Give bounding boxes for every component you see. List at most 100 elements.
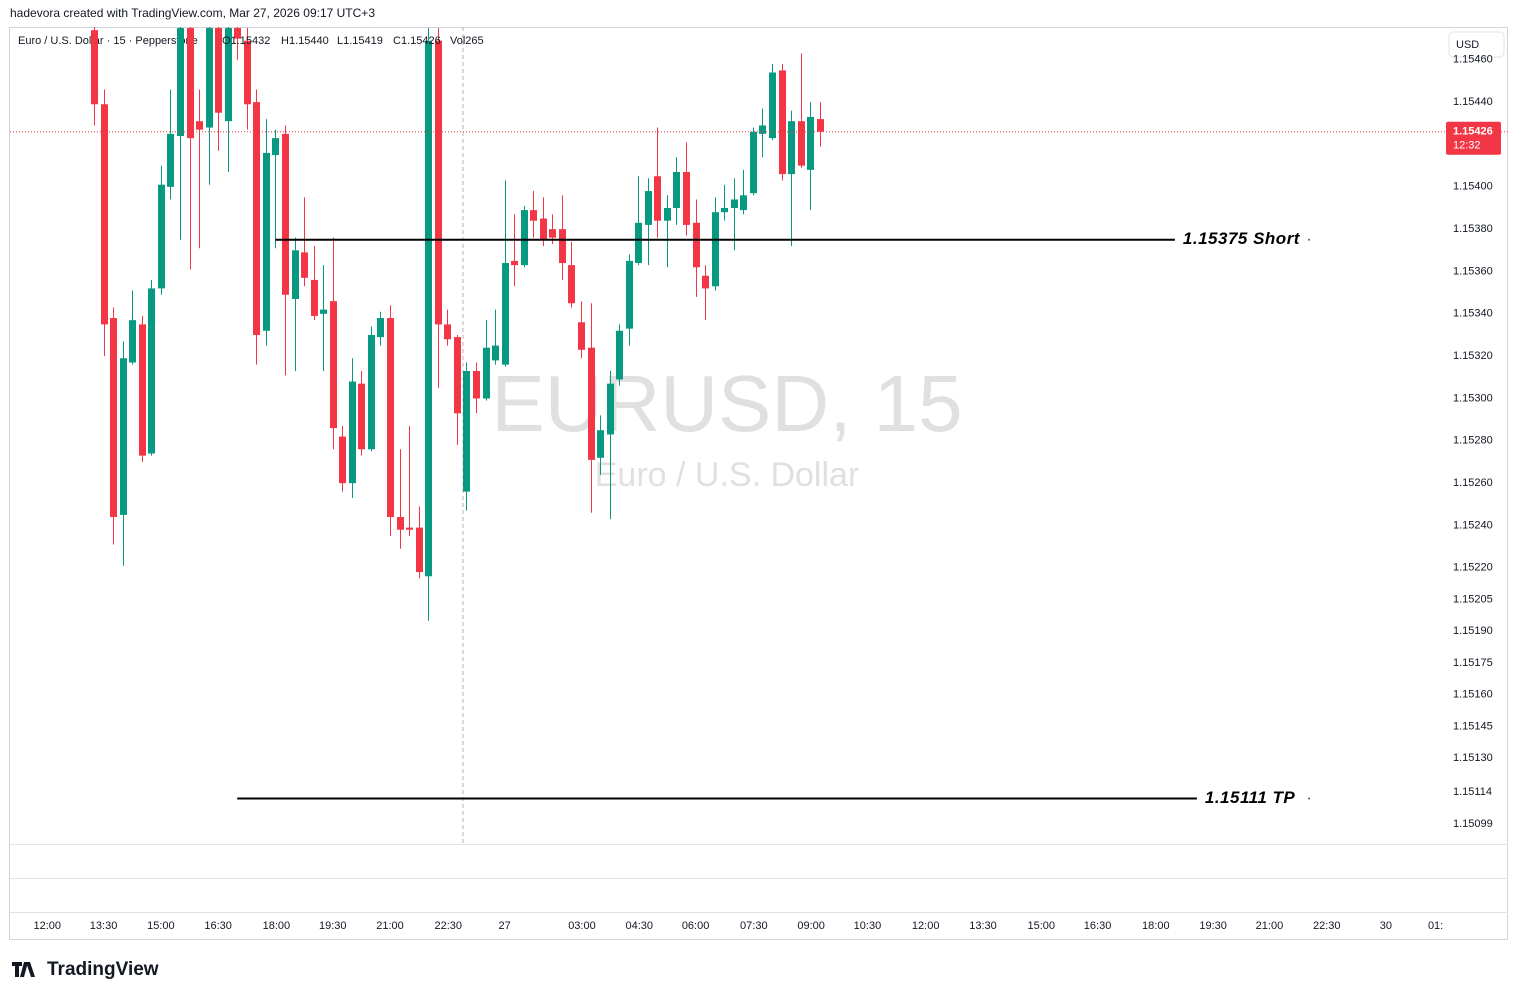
currency-button[interactable]	[1448, 31, 1505, 58]
y-tick-label: 1.15320	[1453, 350, 1493, 362]
candle-body	[702, 275, 709, 289]
x-tick-label: 15:00	[147, 920, 175, 932]
candle-body	[387, 318, 394, 518]
candle-body	[406, 527, 413, 530]
candle-body	[740, 195, 747, 211]
ohlc-value: 1.15432	[231, 35, 271, 47]
logo-text: TradingView	[47, 959, 159, 980]
candle-body	[731, 199, 738, 208]
currency[interactable]: USD	[1456, 39, 1479, 51]
candle-body	[559, 229, 566, 264]
candle-body	[349, 381, 356, 484]
watermark-subtitle: Euro / U.S. Dollar	[595, 456, 860, 494]
candle-body	[645, 191, 652, 225]
plot	[91, 27, 824, 621]
candle-body	[693, 222, 700, 268]
candle-body	[320, 309, 327, 314]
candle-body	[578, 322, 585, 350]
candle-body	[683, 171, 690, 225]
candle-body	[530, 210, 537, 221]
ohlc-legend: O1.15432	[222, 35, 270, 47]
candle-body	[454, 337, 461, 414]
level-label: 1.15375 Short	[1183, 229, 1301, 248]
candle-body	[721, 207, 728, 213]
candle-body	[502, 263, 509, 365]
candle-body	[91, 30, 98, 105]
ohlc-key: Vol	[450, 35, 465, 47]
candle-body	[435, 40, 442, 325]
candle-body	[597, 430, 604, 458]
y-tick-label: 1.15145	[1453, 720, 1493, 732]
candle-body	[129, 320, 136, 363]
candle-body	[253, 102, 260, 335]
candle-body	[463, 370, 470, 492]
candle-body	[788, 121, 795, 175]
x-tick-label: 16:30	[204, 920, 232, 932]
level-label: 1.15111 TP	[1205, 788, 1296, 807]
candle-body	[139, 324, 146, 456]
candle-body	[616, 330, 623, 380]
ohlc-value: 265	[465, 35, 483, 47]
y-tick-label: 1.15130	[1453, 752, 1493, 764]
frame	[9, 27, 1508, 940]
candle-body	[282, 133, 289, 295]
x-tick-label: 15:00	[1027, 920, 1055, 932]
y-tick-label: 1.15300	[1453, 392, 1493, 404]
y-tick-label: 1.15160	[1453, 689, 1493, 701]
x-tick-label: 19:30	[1199, 920, 1227, 932]
x-tick-label: 12:00	[912, 920, 940, 932]
candle-body	[330, 301, 337, 429]
candle-body	[654, 176, 661, 221]
x-tick-label: 03:00	[568, 920, 596, 932]
candle-body	[607, 383, 614, 435]
y-tick-label: 1.15400	[1453, 181, 1493, 193]
ohlc-value: 1.15426	[401, 35, 441, 47]
y-tick-label: 1.15360	[1453, 265, 1493, 277]
y-tick-label: 1.15260	[1453, 477, 1493, 489]
candle-body	[540, 218, 547, 240]
candle-body	[167, 133, 174, 187]
level-handle	[1308, 238, 1310, 241]
x-tick-label: 21:00	[1256, 920, 1284, 932]
level-handle	[1308, 797, 1310, 800]
candle-body	[311, 279, 318, 316]
candle-body	[292, 250, 299, 299]
candle-body	[511, 260, 518, 266]
y-tick-label: 1.15220	[1453, 562, 1493, 574]
x-tick-label: 06:00	[682, 920, 710, 932]
candle-body	[225, 28, 232, 122]
y-tick-label: 1.15280	[1453, 435, 1493, 447]
y-tick-label: 1.15340	[1453, 308, 1493, 320]
candle-body	[187, 28, 194, 139]
candle-body	[101, 104, 108, 325]
candle-body	[339, 436, 346, 484]
y-tick-label: 1.15460	[1453, 54, 1493, 66]
candle-body	[272, 138, 279, 156]
ohlc-key: L	[337, 35, 343, 47]
x-tick-label: 16:30	[1084, 920, 1112, 932]
price-tag-label: 1.15426	[1453, 126, 1493, 138]
candle-body	[635, 222, 642, 264]
ohlc-value: 1.15440	[289, 35, 329, 47]
symbol-legend: Euro / U.S. Dollar · 15 · Pepperstone	[18, 35, 198, 47]
candle-body	[244, 40, 251, 105]
candle-body	[263, 152, 270, 331]
candle-body	[215, 28, 222, 113]
candle-body	[444, 324, 451, 340]
watermark: EURUSD, 15	[491, 359, 962, 448]
candle-body	[120, 358, 127, 515]
candle-body	[750, 131, 757, 194]
x-tick-label: 19:30	[319, 920, 347, 932]
y-tick-label: 1.15240	[1453, 519, 1493, 531]
ohlc-key: O	[222, 35, 231, 47]
candle-body	[817, 119, 824, 132]
x-tick-label: 10:30	[854, 920, 882, 932]
candle-body	[158, 184, 165, 289]
candle-body	[196, 121, 203, 130]
candle-body	[425, 40, 432, 577]
overlay: 1.15426 12:32 1.15375 Short 1.15111 TP	[10, 121, 1508, 807]
candle-body	[483, 347, 490, 399]
candle-body	[521, 210, 528, 266]
